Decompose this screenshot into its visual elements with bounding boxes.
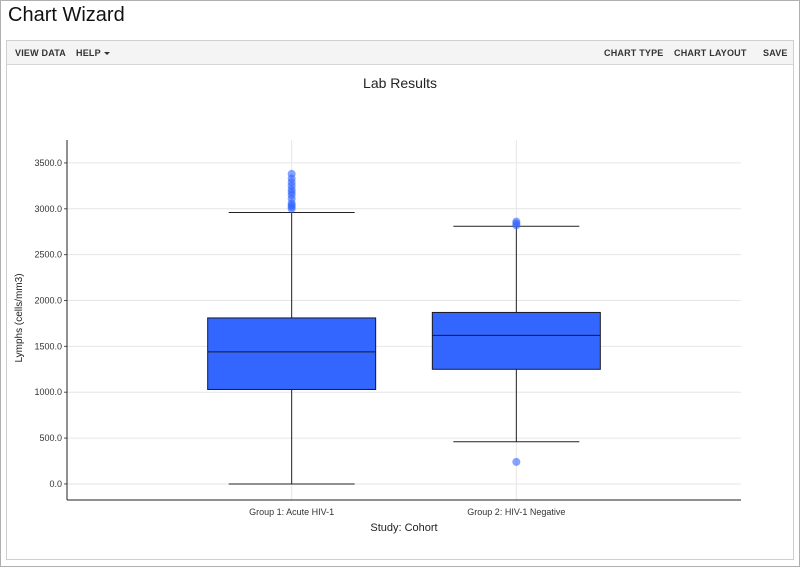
page-title: Chart Wizard <box>8 4 125 26</box>
caret-down-icon <box>103 52 110 56</box>
x-tick-label: Group 1: Acute HIV-1 <box>249 507 334 517</box>
y-tick-label: 3500.0 <box>34 158 62 168</box>
y-tick-label: 3000.0 <box>34 204 62 214</box>
x-tick-label: Group 2: HIV-1 Negative <box>467 507 565 517</box>
chart-panel: VIEW DATA HELP CHART TYPE CHART LAYOUT S… <box>6 40 794 560</box>
y-tick-label: 2000.0 <box>34 296 62 306</box>
axes-layer: 0.0 500.0 1000.0 1500.0 2000.0 2500.0 3000.0 35… <box>34 140 741 517</box>
box-iqr <box>207 317 377 390</box>
y-tick-label: 1500.0 <box>34 341 62 351</box>
x-axis-label: Study: Cohort <box>370 522 437 534</box>
chart-toolbar: VIEW DATA HELP CHART TYPE CHART LAYOUT S… <box>7 41 793 65</box>
save-button[interactable]: SAVE <box>763 48 788 58</box>
chart-type-button[interactable]: CHART TYPE <box>604 48 664 58</box>
chart-title: Lab Results <box>363 75 437 91</box>
y-tick-label: 0.0 <box>49 479 62 489</box>
y-tick-label: 2500.0 <box>34 250 62 260</box>
box-iqr <box>431 311 601 370</box>
outlier-point <box>287 169 296 178</box>
outlier-point <box>512 457 521 466</box>
y-axis-label: Lymphs (cells/mm3) <box>14 273 25 362</box>
help-menu-button[interactable]: HELP <box>76 48 110 58</box>
box-group <box>207 169 377 485</box>
grid-layer <box>67 140 741 500</box>
box-group <box>431 217 601 466</box>
view-data-button[interactable]: VIEW DATA <box>15 48 66 58</box>
outlier-point <box>512 217 521 226</box>
box-layer <box>207 169 601 485</box>
help-label: HELP <box>76 48 101 58</box>
y-tick-label: 500.0 <box>39 433 62 443</box>
chart-layout-button[interactable]: CHART LAYOUT <box>674 48 747 58</box>
y-tick-label: 1000.0 <box>34 387 62 397</box>
